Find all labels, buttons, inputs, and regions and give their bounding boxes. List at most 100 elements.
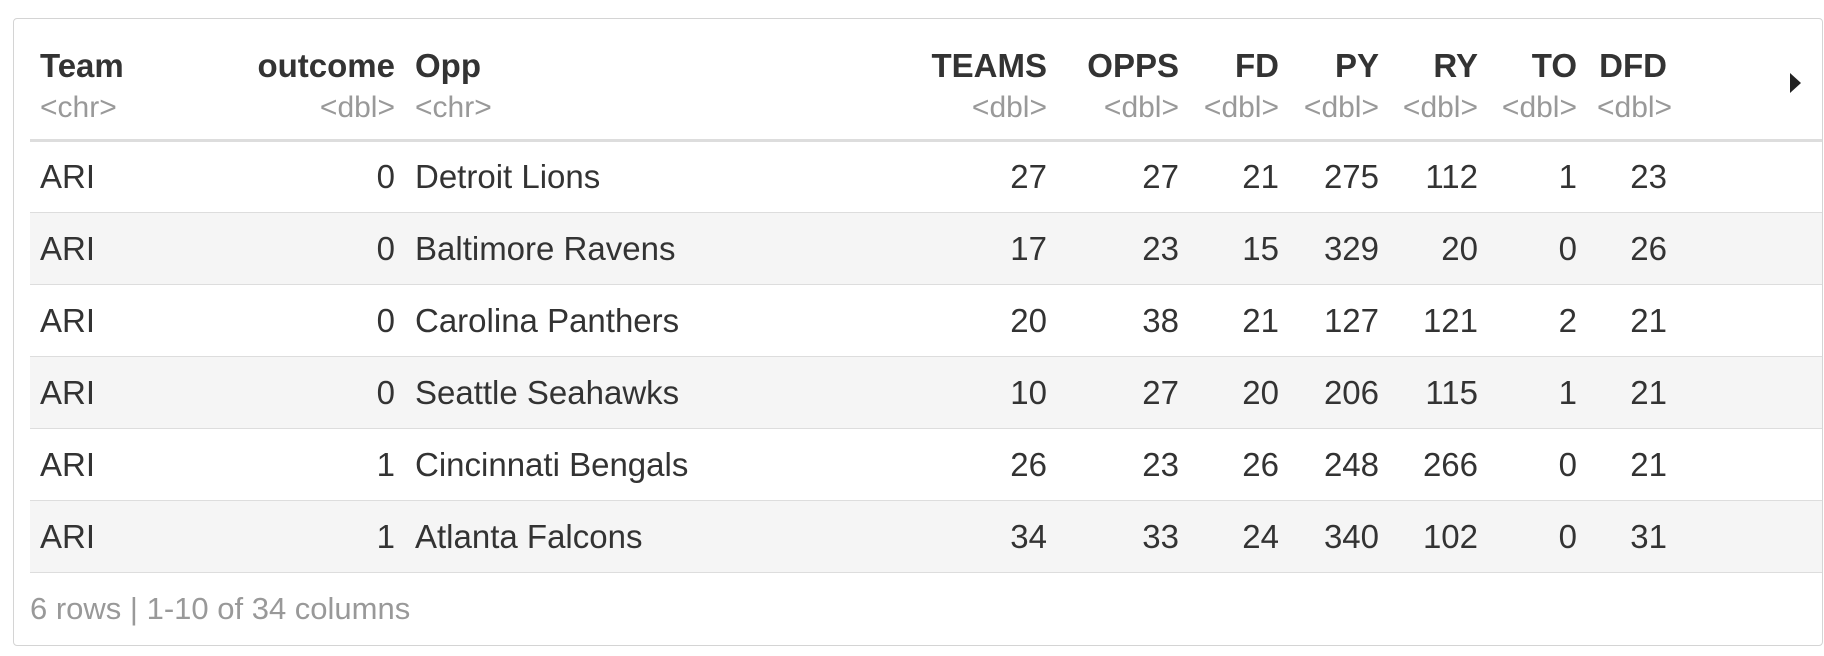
cell-to: 1 [1488, 140, 1587, 213]
cell-teams: 17 [889, 212, 1057, 285]
cell-fd: 26 [1189, 428, 1289, 501]
cell-dfd: 21 [1587, 284, 1677, 357]
cell-py: 340 [1289, 500, 1389, 573]
cell-to: 0 [1488, 428, 1587, 501]
cell-to: 1 [1488, 356, 1587, 429]
column-type-teams: <dbl> [889, 91, 1057, 142]
data-table: Team outcome Opp TEAMS OPPS FD PY RY TO … [30, 19, 1822, 573]
table-row: ARI 1 Cincinnati Bengals 26 23 26 248 26… [30, 428, 1822, 501]
cell-ry: 115 [1389, 356, 1488, 429]
cell-opp: Atlanta Falcons [405, 500, 889, 573]
cell-dfd: 21 [1587, 356, 1677, 429]
column-type-opps: <dbl> [1057, 91, 1189, 142]
cell-dfd: 26 [1587, 212, 1677, 285]
column-header-opps[interactable]: OPPS [1087, 47, 1179, 84]
cell-dfd: 21 [1587, 428, 1677, 501]
cell-dfd: 31 [1587, 500, 1677, 573]
cell-opps: 23 [1057, 428, 1189, 501]
cell-opps: 33 [1057, 500, 1189, 573]
cell-opps: 23 [1057, 212, 1189, 285]
cell-py: 248 [1289, 428, 1389, 501]
cell-py: 275 [1289, 140, 1389, 213]
cell-outcome: 1 [176, 428, 405, 501]
cell-teams: 20 [889, 284, 1057, 357]
column-type-dfd: <dbl> [1587, 91, 1677, 142]
cell-fd: 15 [1189, 212, 1289, 285]
cell-outcome: 0 [176, 140, 405, 213]
row-spacer [1677, 140, 1822, 213]
cell-fd: 24 [1189, 500, 1289, 573]
cell-teams: 10 [889, 356, 1057, 429]
cell-opp: Baltimore Ravens [405, 212, 889, 285]
cell-ry: 121 [1389, 284, 1488, 357]
cell-opp: Seattle Seahawks [405, 356, 889, 429]
cell-ry: 20 [1389, 212, 1488, 285]
cell-opp: Cincinnati Bengals [405, 428, 889, 501]
cell-team: ARI [30, 212, 176, 285]
table-row: ARI 0 Carolina Panthers 20 38 21 127 121… [30, 284, 1822, 357]
header-types-row: <chr> <dbl> <chr> <dbl> <dbl> <dbl> <dbl… [30, 91, 1822, 142]
cell-team: ARI [30, 500, 176, 573]
cell-dfd: 23 [1587, 140, 1677, 213]
column-header-opp[interactable]: Opp [415, 47, 481, 84]
cell-fd: 21 [1189, 284, 1289, 357]
column-header-to[interactable]: TO [1531, 47, 1577, 84]
column-type-opp: <chr> [405, 91, 889, 142]
data-frame-viewer: Team outcome Opp TEAMS OPPS FD PY RY TO … [13, 18, 1823, 646]
column-type-team: <chr> [30, 91, 176, 142]
header-names-row: Team outcome Opp TEAMS OPPS FD PY RY TO … [30, 19, 1822, 91]
column-header-ry[interactable]: RY [1433, 47, 1478, 84]
header-spacer [1677, 19, 1822, 91]
cell-team: ARI [30, 356, 176, 429]
cell-ry: 102 [1389, 500, 1488, 573]
column-header-team[interactable]: Team [40, 47, 124, 84]
column-header-dfd[interactable]: DFD [1599, 47, 1667, 84]
column-header-py[interactable]: PY [1334, 47, 1379, 84]
column-type-py: <dbl> [1289, 91, 1389, 142]
triangle-right-icon[interactable] [1790, 73, 1801, 93]
cell-to: 0 [1488, 500, 1587, 573]
column-header-fd[interactable]: FD [1235, 47, 1279, 84]
column-type-fd: <dbl> [1189, 91, 1289, 142]
cell-fd: 20 [1189, 356, 1289, 429]
row-spacer [1677, 500, 1822, 573]
column-type-outcome: <dbl> [176, 91, 405, 142]
cell-outcome: 0 [176, 212, 405, 285]
cell-ry: 266 [1389, 428, 1488, 501]
table-body: ARI 0 Detroit Lions 27 27 21 275 112 1 2… [30, 140, 1822, 573]
row-spacer [1677, 428, 1822, 501]
cell-opp: Detroit Lions [405, 140, 889, 213]
cell-fd: 21 [1189, 140, 1289, 213]
cell-outcome: 0 [176, 356, 405, 429]
cell-teams: 26 [889, 428, 1057, 501]
cell-to: 2 [1488, 284, 1587, 357]
cell-py: 206 [1289, 356, 1389, 429]
cell-py: 329 [1289, 212, 1389, 285]
cell-ry: 112 [1389, 140, 1488, 213]
cell-outcome: 1 [176, 500, 405, 573]
column-type-ry: <dbl> [1389, 91, 1488, 142]
cell-py: 127 [1289, 284, 1389, 357]
row-spacer [1677, 356, 1822, 429]
cell-opps: 38 [1057, 284, 1189, 357]
column-type-to: <dbl> [1488, 91, 1587, 142]
cell-opps: 27 [1057, 140, 1189, 213]
cell-opps: 27 [1057, 356, 1189, 429]
cell-team: ARI [30, 140, 176, 213]
cell-teams: 27 [889, 140, 1057, 213]
table-row: ARI 1 Atlanta Falcons 34 33 24 340 102 0… [30, 500, 1822, 573]
cell-teams: 34 [889, 500, 1057, 573]
row-spacer [1677, 284, 1822, 357]
table-footer-info: 6 rows | 1-10 of 34 columns [30, 591, 411, 626]
cell-to: 0 [1488, 212, 1587, 285]
cell-opp: Carolina Panthers [405, 284, 889, 357]
cell-team: ARI [30, 428, 176, 501]
table-row: ARI 0 Seattle Seahawks 10 27 20 206 115 … [30, 356, 1822, 429]
column-header-outcome[interactable]: outcome [257, 47, 395, 84]
column-header-teams[interactable]: TEAMS [931, 47, 1048, 84]
row-spacer [1677, 212, 1822, 285]
cell-team: ARI [30, 284, 176, 357]
table-row: ARI 0 Baltimore Ravens 17 23 15 329 20 0… [30, 212, 1822, 285]
header-spacer [1677, 91, 1822, 142]
table-row: ARI 0 Detroit Lions 27 27 21 275 112 1 2… [30, 140, 1822, 213]
